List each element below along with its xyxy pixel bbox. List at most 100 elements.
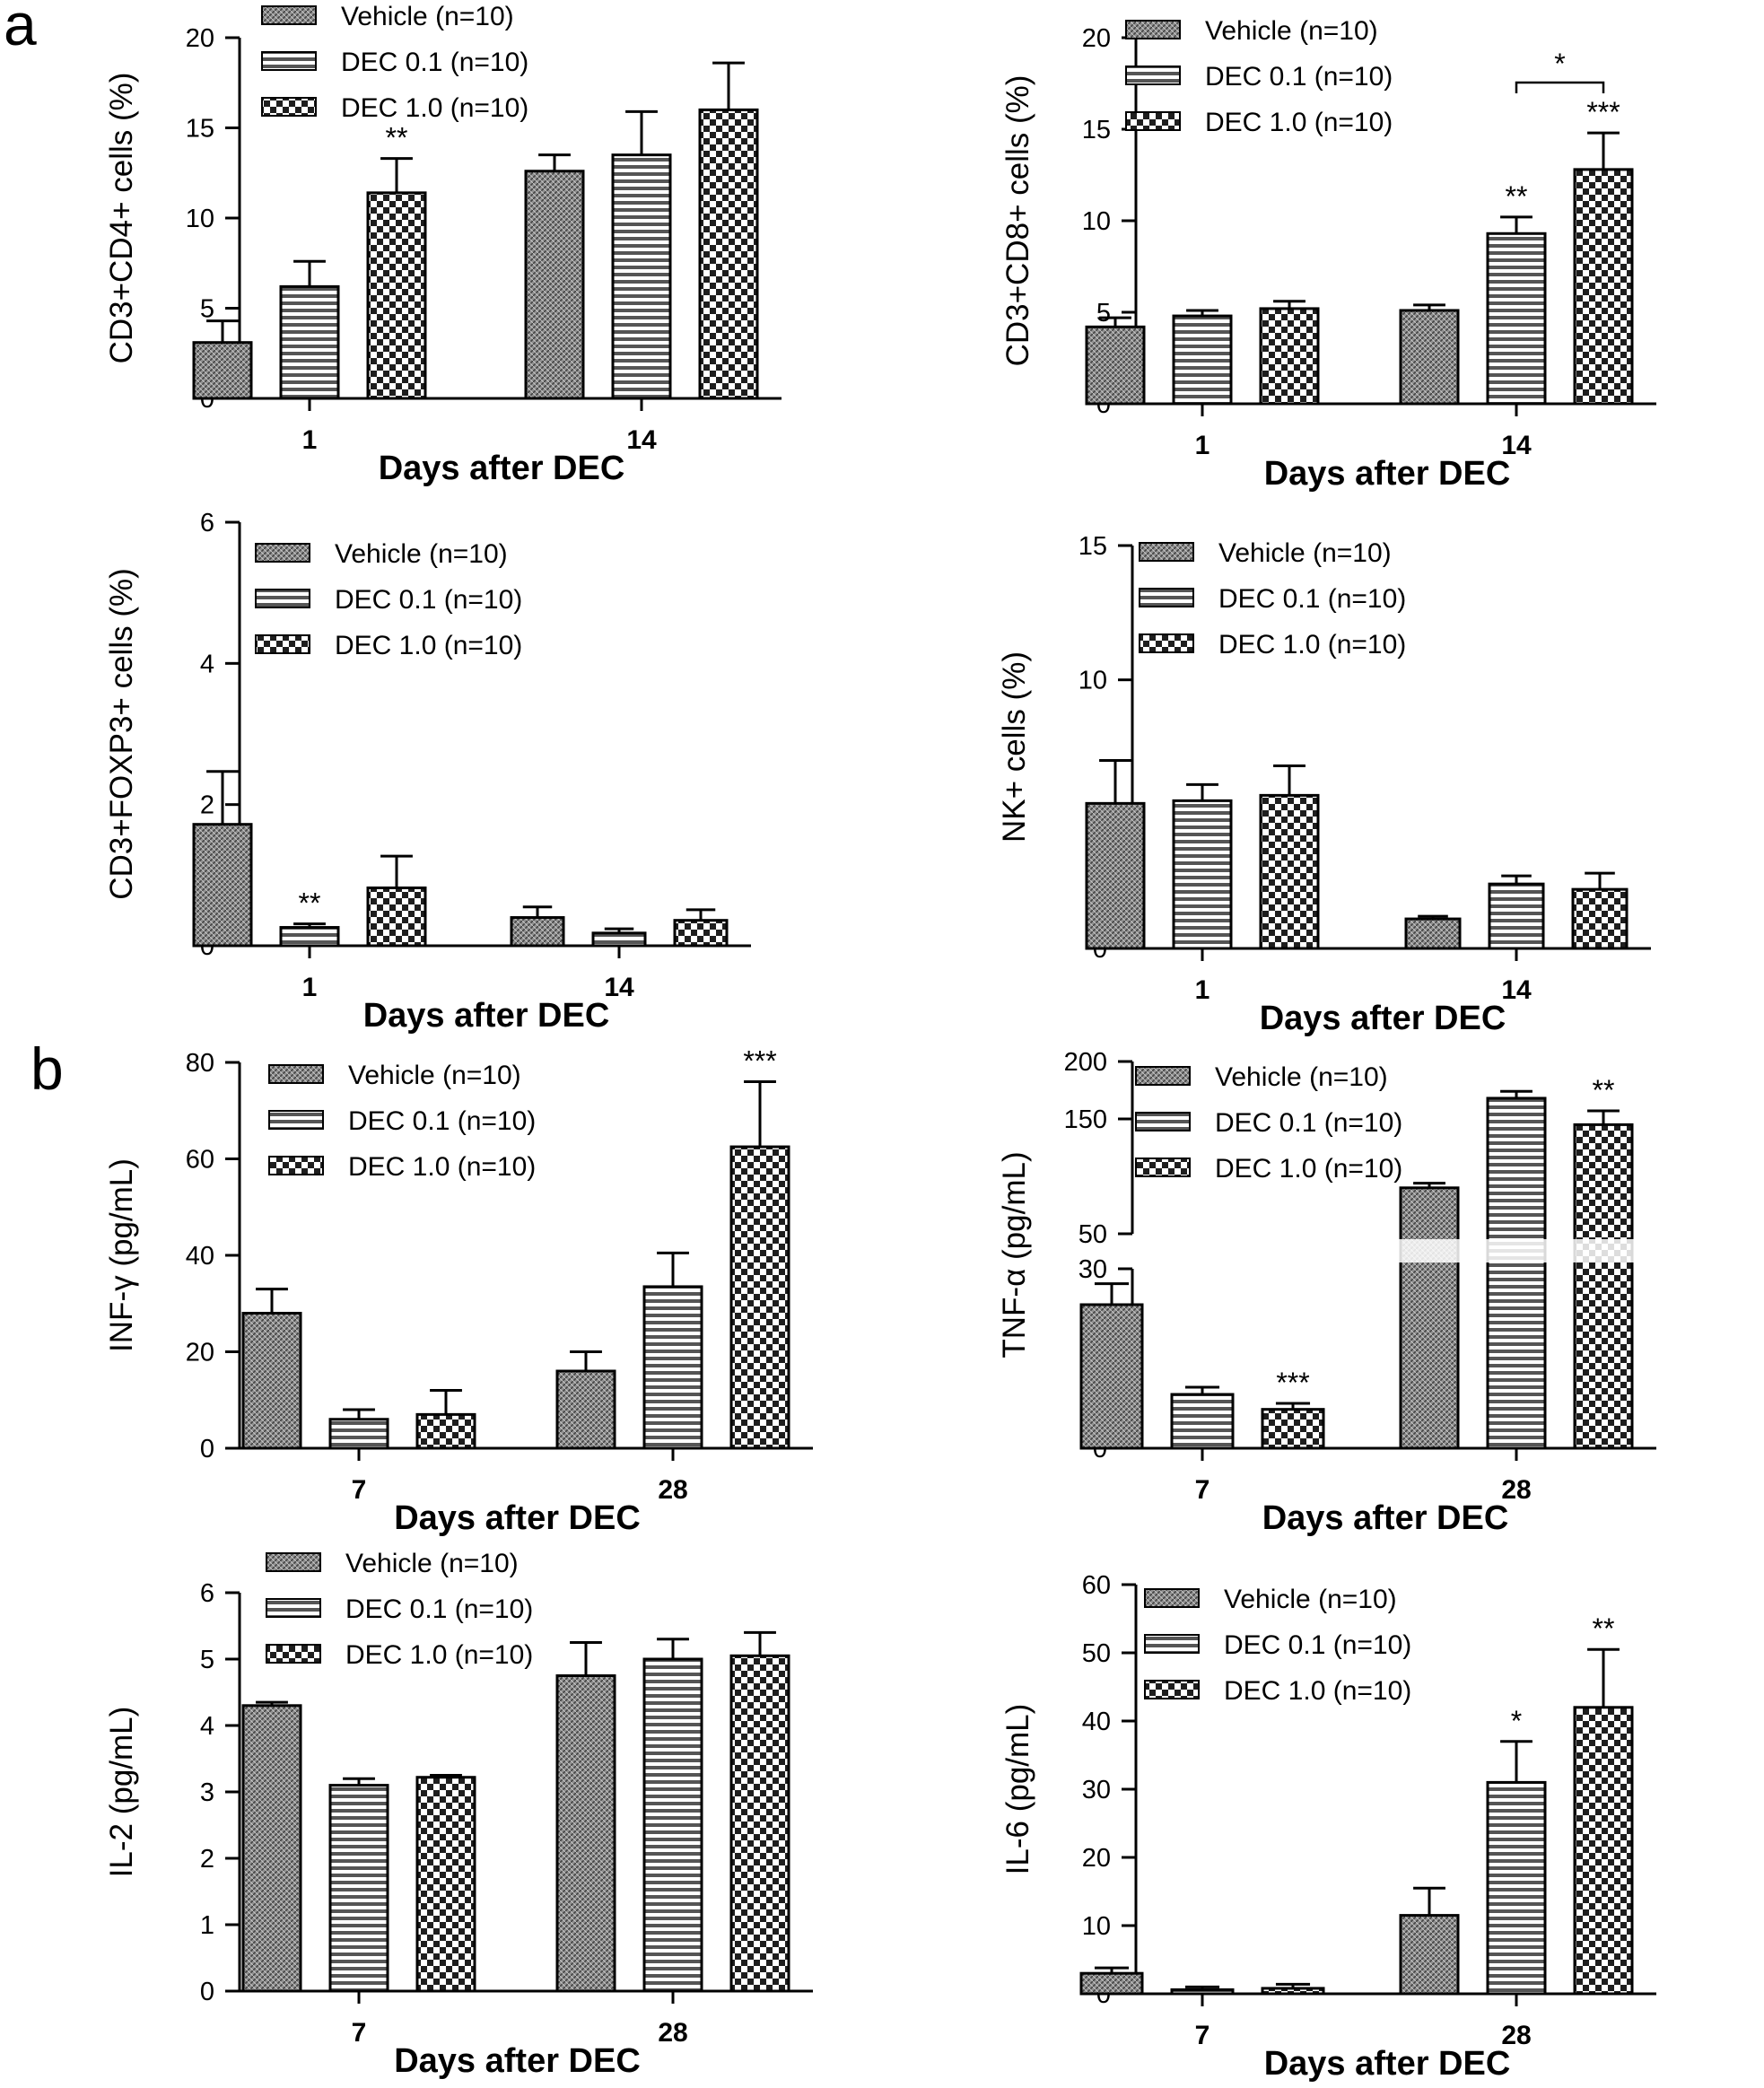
y-tick-label: 50 bbox=[1078, 1220, 1107, 1249]
significance-label: * bbox=[1511, 1705, 1522, 1737]
legend-swatch bbox=[1125, 111, 1181, 131]
bracket-label: * bbox=[1554, 48, 1565, 80]
bar bbox=[415, 1776, 476, 1993]
x-tick-label: 1 bbox=[1195, 975, 1210, 1005]
axis-break-mask bbox=[1113, 1239, 1140, 1262]
axis-break-band bbox=[1134, 1239, 1764, 1262]
bar bbox=[1170, 1393, 1235, 1450]
legend-label: DEC 1.0 (n=10) bbox=[1215, 1154, 1402, 1184]
x-tick-label: 1 bbox=[302, 973, 318, 1002]
x-axis-label: Days after DEC bbox=[379, 450, 625, 487]
legend-swatch bbox=[261, 97, 317, 117]
x-axis-label: Days after DEC bbox=[394, 2042, 641, 2080]
bar bbox=[279, 284, 340, 400]
bar bbox=[241, 1312, 302, 1450]
y-tick-label: 15 bbox=[186, 115, 214, 144]
bar bbox=[1085, 801, 1146, 950]
y-tick-label: 5 bbox=[200, 1646, 214, 1674]
bar bbox=[591, 931, 647, 948]
legend-label: DEC 1.0 (n=10) bbox=[1224, 1676, 1411, 1706]
significance-label: ** bbox=[1506, 180, 1528, 213]
bar bbox=[1404, 917, 1462, 950]
legend-label: DEC 1.0 (n=10) bbox=[335, 631, 522, 660]
bar bbox=[729, 1145, 790, 1450]
x-axis-label: Days after DEC bbox=[363, 997, 610, 1035]
y-tick-label: 200 bbox=[1064, 1048, 1107, 1077]
legend-swatch bbox=[268, 1064, 324, 1084]
y-axis-label: TNF-α (pg/mL) bbox=[997, 1151, 1032, 1358]
x-tick-label: 7 bbox=[1195, 2021, 1210, 2050]
y-tick-label: 6 bbox=[200, 1579, 214, 1608]
legend-label: Vehicle (n=10) bbox=[341, 2, 514, 31]
bar bbox=[1079, 1303, 1144, 1450]
significance-bracket bbox=[1515, 81, 1605, 93]
y-tick-label: 20 bbox=[1082, 24, 1111, 53]
y-tick-label: 20 bbox=[1082, 1844, 1111, 1873]
legend-swatch bbox=[1125, 20, 1181, 39]
panel-label-b: b bbox=[31, 1035, 64, 1102]
bar bbox=[241, 1704, 302, 1993]
bar bbox=[1573, 168, 1634, 406]
legend-swatch bbox=[1125, 66, 1181, 85]
bar bbox=[524, 170, 585, 400]
bar bbox=[555, 1369, 616, 1450]
significance-label: *** bbox=[1276, 1367, 1309, 1399]
legend-label: Vehicle (n=10) bbox=[348, 1061, 521, 1090]
y-tick-label: 5 bbox=[1096, 299, 1111, 328]
y-tick-label: 40 bbox=[186, 1242, 214, 1271]
x-tick-label: 28 bbox=[1501, 1475, 1531, 1505]
legend-label: DEC 0.1 (n=10) bbox=[1215, 1108, 1402, 1138]
legend-swatch bbox=[261, 5, 317, 25]
legend-swatch bbox=[255, 543, 310, 563]
bar bbox=[1399, 309, 1460, 406]
bar bbox=[698, 108, 759, 400]
y-axis-label: CD3+FOXP3+ cells (%) bbox=[104, 568, 139, 900]
legend-label: Vehicle (n=10) bbox=[1224, 1585, 1397, 1614]
y-axis-label: CD3+CD8+ cells (%) bbox=[1000, 75, 1035, 367]
bar bbox=[729, 1654, 790, 1993]
y-tick-label: 4 bbox=[200, 650, 214, 678]
y-tick-label: 1 bbox=[200, 1911, 214, 1940]
bar bbox=[1488, 882, 1545, 950]
bar bbox=[1261, 1408, 1325, 1450]
bar bbox=[1573, 1123, 1634, 1450]
x-axis-label: Days after DEC bbox=[394, 1499, 641, 1537]
y-tick-label: 0 bbox=[200, 1978, 214, 2006]
y-tick-label: 15 bbox=[1078, 532, 1107, 561]
legend-label: DEC 0.1 (n=10) bbox=[335, 585, 522, 615]
y-tick-label: 50 bbox=[1082, 1639, 1111, 1668]
y-tick-label: 20 bbox=[186, 1339, 214, 1367]
x-axis-label: Days after DEC bbox=[1260, 1000, 1506, 1037]
bar bbox=[1399, 1914, 1460, 1996]
legend-label: DEC 1.0 (n=10) bbox=[1218, 630, 1406, 660]
significance-label: ** bbox=[1593, 1074, 1615, 1106]
legend-label: DEC 0.1 (n=10) bbox=[1218, 584, 1406, 614]
legend-swatch bbox=[261, 51, 317, 71]
legend-swatch bbox=[1135, 1158, 1191, 1177]
bar bbox=[1261, 1987, 1325, 1996]
bar bbox=[192, 341, 253, 400]
bar bbox=[1486, 1780, 1547, 1996]
bar bbox=[366, 191, 427, 400]
y-tick-label: 20 bbox=[186, 24, 214, 53]
legend-swatch bbox=[255, 589, 310, 608]
x-axis-label: Days after DEC bbox=[1264, 455, 1511, 493]
legend-swatch bbox=[1144, 1680, 1200, 1699]
legend-swatch bbox=[1135, 1112, 1191, 1131]
legend-swatch bbox=[266, 1598, 321, 1618]
panel-label-a: a bbox=[4, 0, 37, 57]
legend-label: DEC 0.1 (n=10) bbox=[341, 48, 528, 77]
legend-label: DEC 0.1 (n=10) bbox=[345, 1594, 533, 1624]
bar bbox=[1571, 887, 1629, 950]
y-tick-label: 6 bbox=[200, 509, 214, 537]
y-tick-label: 10 bbox=[1082, 1912, 1111, 1941]
y-tick-label: 2 bbox=[200, 791, 214, 820]
bar bbox=[1172, 314, 1233, 406]
x-tick-label: 14 bbox=[604, 973, 634, 1002]
bar bbox=[611, 153, 672, 400]
bar bbox=[415, 1412, 476, 1450]
legend-swatch bbox=[268, 1156, 324, 1175]
